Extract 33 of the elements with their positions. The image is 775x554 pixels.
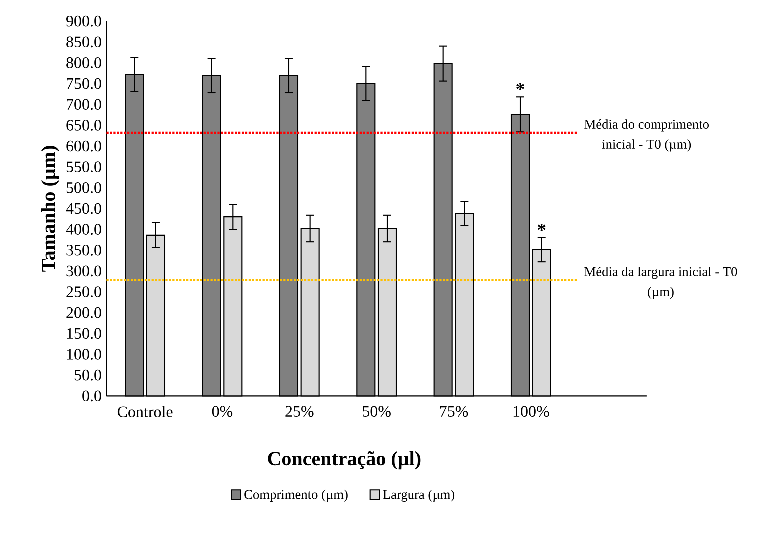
y-tick-label: 50.0: [74, 370, 102, 381]
x-tick-label: 50%: [363, 406, 391, 418]
x-tick-label: Controle: [118, 406, 173, 418]
y-tick-label: 350.0: [66, 245, 102, 256]
y-tick-label: 900.0: [66, 16, 102, 28]
y-tick-label: 150.0: [67, 328, 102, 340]
annotation: *: [538, 224, 546, 232]
y-tick-label: 0.0: [82, 390, 102, 402]
y-tick-label: 600.0: [66, 141, 102, 152]
y-tick-label: 550.0: [66, 162, 102, 173]
y-tick-label: 750.0: [67, 78, 102, 90]
x-axis-title: Concentração (µl): [268, 452, 421, 470]
x-tick-label: 0%: [212, 406, 233, 418]
y-axis-title: Tamanho (µm): [41, 146, 60, 272]
legend-label: Largura (µm): [383, 490, 455, 502]
ref-line-label: Média do comprimento inicial - T0 (µm): [584, 120, 709, 152]
y-tick-label: 800.0: [66, 58, 102, 69]
x-tick-label: 75%: [440, 406, 468, 418]
y-tick-label: 850.0: [66, 36, 102, 48]
y-tick-label: 250.0: [66, 286, 102, 298]
y-tick-label: 450.0: [66, 204, 102, 214]
legend-label: Comprimento (µm): [244, 490, 348, 502]
y-tick-label: 200.0: [66, 308, 102, 319]
y-tick-label: 400.0: [66, 224, 102, 236]
y-tick-label: 700.0: [67, 99, 102, 110]
y-tick-label: 100.0: [67, 349, 102, 360]
x-tick-label: 25%: [286, 406, 314, 418]
annotation: *: [516, 83, 524, 90]
x-tick-label: 100%: [514, 406, 550, 418]
y-tick-label: 500.0: [66, 182, 102, 194]
y-tick-label: 650.0: [66, 120, 102, 132]
y-tick-label: 300.0: [66, 266, 102, 277]
ref-line-label: Média da largura inicial - T0 (µm): [584, 267, 738, 300]
